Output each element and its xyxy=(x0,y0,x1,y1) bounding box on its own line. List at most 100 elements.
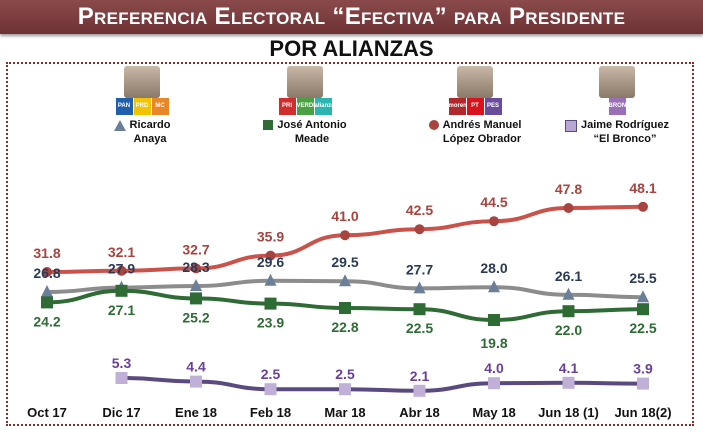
data-point xyxy=(265,250,276,261)
data-label: 31.8 xyxy=(33,245,60,261)
data-label: 4.0 xyxy=(484,360,504,376)
party-logos: PAN PRD MC xyxy=(62,98,222,115)
data-label: 22.5 xyxy=(629,320,656,336)
legend-label: Andrés Manuel xyxy=(442,119,522,131)
data-point xyxy=(637,303,649,316)
party-logo: BRONCO xyxy=(608,98,626,115)
data-point xyxy=(190,375,202,388)
party-logo: PRD xyxy=(133,98,151,115)
data-point xyxy=(488,280,500,293)
data-label: 4.1 xyxy=(559,360,579,376)
data-point xyxy=(413,303,426,316)
data-point xyxy=(562,376,575,389)
data-label: 47.8 xyxy=(555,181,582,197)
data-label: 26.8 xyxy=(33,265,60,281)
legend-label: Anaya xyxy=(133,133,167,145)
data-point xyxy=(637,377,649,390)
data-label: 26.1 xyxy=(555,268,582,284)
legend-item: morenaPTPES Andrés Manuel López Obrador xyxy=(395,66,555,146)
x-tick-label: May 18 xyxy=(472,405,515,420)
data-point xyxy=(638,201,648,212)
x-tick-label: Abr 18 xyxy=(399,405,439,420)
party-logos: morenaPTPES xyxy=(395,98,555,115)
party-logo: VERDE xyxy=(296,98,314,115)
data-label: 42.5 xyxy=(406,202,433,218)
data-label: 25.5 xyxy=(629,270,656,286)
party-logo: PES xyxy=(484,98,502,115)
data-point xyxy=(115,284,128,297)
data-label: 22.5 xyxy=(406,320,433,336)
triangle-marker-icon xyxy=(113,120,126,131)
data-point xyxy=(190,279,202,291)
title-banner: Preferencia Electoral “Efectiva” para Pr… xyxy=(0,0,703,34)
chart-title: Preferencia Electoral “Efectiva” para Pr… xyxy=(77,3,626,30)
data-point xyxy=(339,302,351,314)
data-point xyxy=(115,372,128,384)
data-label: 27.9 xyxy=(108,261,135,277)
party-logo: MC xyxy=(151,98,169,115)
square-marker-icon xyxy=(564,120,577,132)
data-label: 27.1 xyxy=(108,302,135,318)
data-label: 41.0 xyxy=(331,208,358,224)
candidate-photo xyxy=(457,66,493,98)
party-logos: BRONCO xyxy=(537,98,697,115)
data-point xyxy=(190,292,202,305)
x-tick-label: Mar 18 xyxy=(324,405,365,420)
data-label: 2.1 xyxy=(410,368,430,384)
party-logo: alianza xyxy=(314,98,332,115)
data-label: 22.0 xyxy=(555,322,582,338)
data-point xyxy=(413,384,426,397)
data-point xyxy=(339,383,351,396)
data-point xyxy=(339,274,351,287)
data-point xyxy=(340,230,350,241)
data-point xyxy=(563,203,574,213)
data-label: 2.5 xyxy=(335,366,355,382)
data-point xyxy=(41,285,53,297)
legend-label: José Antonio xyxy=(277,119,347,131)
data-label: 5.3 xyxy=(112,355,132,371)
legend-label: Ricardo xyxy=(129,119,171,131)
candidate-photo xyxy=(124,66,160,98)
data-point xyxy=(41,296,53,309)
data-label: 4.4 xyxy=(186,359,206,375)
data-label: 44.5 xyxy=(480,194,507,210)
party-logo: PAN xyxy=(115,98,133,115)
data-point xyxy=(42,267,52,277)
data-label: 24.2 xyxy=(33,313,60,329)
data-label: 28.0 xyxy=(480,260,507,276)
legend-item: PRIVERDEalianza José Antonio Meade xyxy=(225,66,385,146)
data-point xyxy=(264,383,277,396)
data-label: 32.7 xyxy=(182,241,209,257)
legend-label: Jaime Rodríguez xyxy=(580,119,670,131)
data-point xyxy=(264,297,277,310)
data-label: 2.5 xyxy=(261,366,281,382)
data-point xyxy=(562,287,575,300)
data-point xyxy=(116,265,127,276)
party-logos: PRIVERDEalianza xyxy=(225,98,385,115)
data-label: 25.2 xyxy=(182,309,209,325)
candidate-photo xyxy=(599,66,635,98)
data-label: 27.7 xyxy=(406,261,433,277)
data-point xyxy=(562,305,575,318)
x-tick-label: Oct 17 xyxy=(27,405,67,420)
legend-label: Meade xyxy=(294,133,330,145)
data-label: 32.1 xyxy=(108,244,135,260)
chart-subtitle: POR ALIANZAS xyxy=(269,36,434,61)
data-point xyxy=(413,281,426,294)
x-tick-label: Jun 18 (1) xyxy=(538,405,599,420)
party-logo: PRI xyxy=(278,98,296,115)
circle-marker-icon xyxy=(428,120,439,130)
series-line xyxy=(121,376,644,393)
data-point xyxy=(489,216,499,227)
data-point xyxy=(488,314,500,326)
legend-item: BRONCO Jaime Rodríguez “El Bronco” xyxy=(537,66,697,146)
legend-label: López Obrador xyxy=(442,133,522,145)
data-point xyxy=(264,273,277,286)
data-label: 29.6 xyxy=(257,254,284,270)
x-tick-label: Ene 18 xyxy=(175,405,217,420)
data-label: 29.5 xyxy=(331,254,358,270)
data-label: 23.9 xyxy=(257,315,284,331)
data-point xyxy=(414,224,425,235)
data-point xyxy=(488,377,500,390)
